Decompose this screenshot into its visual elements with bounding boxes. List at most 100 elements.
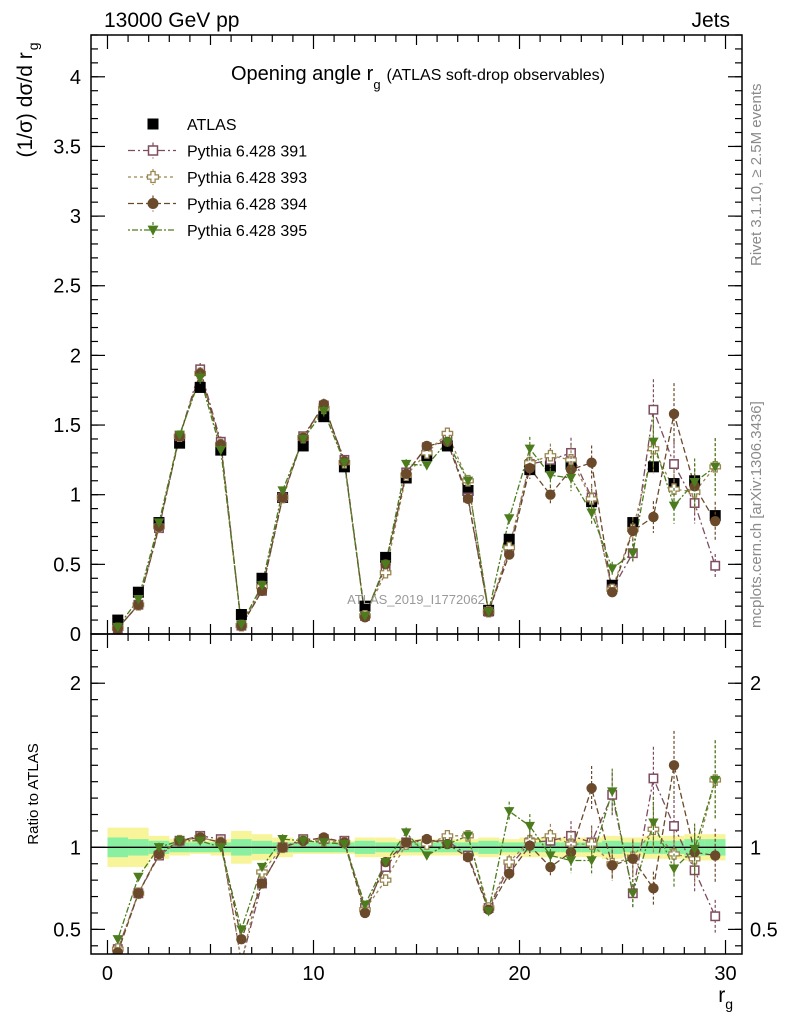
y-tick-label-main: 2.5 — [53, 276, 81, 298]
y-tick-label-ratio: 0.5 — [53, 919, 81, 941]
ratio-point-pythia-6-428-395 — [112, 935, 123, 945]
ratio-point-pythia-6-428-395 — [297, 836, 309, 846]
ratio-point-pythia-6-428-395 — [668, 864, 680, 874]
chart-title-suffix: (ATLAS soft-drop observables) — [387, 67, 605, 84]
main-point-pythia-6-428-395 — [565, 473, 577, 484]
ratio-point-pythia-6-428-395 — [256, 862, 268, 873]
ratio-point-pythia-6-428-395 — [648, 818, 659, 828]
ratio-point-pythia-6-428-393 — [544, 829, 557, 842]
main-point-atlas — [235, 608, 247, 620]
ratio-point-pythia-6-428-391 — [237, 958, 245, 966]
main-point-pythia-6-428-395 — [256, 581, 268, 591]
y-tick-label-ratio: 2 — [70, 673, 81, 695]
ratio-point-pythia-6-428-395 — [462, 831, 474, 842]
ratio-line-pythia-6-428-394 — [117, 765, 716, 953]
ratio-point-pythia-6-428-395 — [133, 872, 144, 883]
legend-marker — [147, 225, 159, 236]
ratio-point-pythia-6-428-391 — [710, 911, 721, 922]
main-point-pythia-6-428-395 — [504, 514, 515, 524]
ratio-point-pythia-6-428-395 — [421, 851, 433, 861]
main-point-pythia-6-428-394 — [133, 599, 144, 610]
ratio-point-pythia-6-428-394 — [256, 878, 268, 889]
x-tick-label: 10 — [302, 963, 324, 985]
ratio-point-pythia-6-428-391 — [669, 821, 679, 831]
main-point-pythia-6-428-395 — [339, 458, 350, 468]
ratio-point-pythia-6-428-395 — [194, 836, 206, 846]
main-point-atlas — [318, 411, 330, 423]
x-tick-label: 20 — [508, 963, 530, 985]
y-tick-label-main: 2 — [70, 345, 81, 367]
y-tick-label-main: 1.5 — [53, 415, 81, 437]
y-tick-label-ratio-right: 0.5 — [750, 919, 778, 941]
ratio-point-pythia-6-428-391 — [648, 773, 659, 784]
ratio-point-pythia-6-428-395 — [607, 787, 618, 797]
ratio-point-pythia-6-428-394 — [359, 907, 371, 919]
ratio-series-lines — [117, 765, 716, 954]
main-point-pythia-6-428-395 — [112, 622, 123, 633]
ratio-point-pythia-6-428-395 — [586, 856, 597, 866]
main-point-atlas — [503, 533, 515, 545]
main-point-pythia-6-428-395 — [277, 486, 288, 496]
x-tick-label: 30 — [714, 963, 736, 985]
main-point-pythia-6-428-395 — [607, 564, 618, 574]
ratio-line-pythia-6-428-395 — [117, 779, 716, 940]
main-line-pythia-6-428-395 — [117, 375, 716, 628]
ratio-point-pythia-6-428-394 — [524, 840, 536, 851]
main-point-pythia-6-428-394 — [668, 408, 680, 420]
main-point-pythia-6-428-395 — [153, 518, 165, 528]
ratio-panel-frame — [90, 633, 743, 955]
ratio-point-pythia-6-428-394 — [504, 868, 515, 879]
legend-entry-label: Pythia 6.428 394 — [187, 197, 307, 214]
legend-marker — [147, 145, 159, 156]
main-point-pythia-6-428-395 — [380, 560, 391, 570]
x-axis-label: rg — [718, 984, 733, 1012]
main-point-atlas — [380, 551, 392, 563]
main-point-pythia-6-428-395 — [318, 406, 329, 417]
main-point-atlas — [174, 437, 186, 449]
y-tick-label-main: 3.5 — [53, 136, 81, 158]
y-axis-label-main: (1/σ) dσ/d r g — [14, 42, 41, 157]
ratio-point-pythia-6-428-394 — [400, 837, 412, 848]
main-point-pythia-6-428-395 — [462, 476, 474, 486]
main-point-pythia-6-428-393 — [420, 447, 433, 459]
ratio-point-pythia-6-428-395 — [318, 838, 329, 848]
main-point-pythia-6-428-395 — [442, 437, 453, 447]
main-point-pythia-6-428-395 — [689, 478, 700, 488]
ratio-point-pythia-6-428-395 — [442, 839, 453, 850]
ratio-point-pythia-6-428-395 — [545, 851, 556, 861]
ratio-point-pythia-6-428-394 — [133, 888, 144, 899]
main-point-pythia-6-428-391 — [648, 404, 659, 415]
analysis-watermark: ATLAS_2019_I1772062 — [347, 592, 485, 607]
main-point-atlas — [256, 572, 268, 584]
main-point-pythia-6-428-395 — [545, 471, 556, 481]
y-axis-label-main-subscript: g — [25, 42, 41, 50]
main-point-pythia-6-428-393 — [647, 442, 660, 455]
ratio-data-points — [111, 730, 722, 966]
main-point-pythia-6-428-394 — [586, 457, 597, 468]
ratio-line-pythia-6-428-393 — [117, 779, 716, 954]
ratio-point-pythia-6-428-395 — [689, 844, 700, 855]
axis-tick-labels: 00.511.522.533.540.5 0.51 12 20 10 20 30 — [53, 67, 778, 985]
ratio-point-pythia-6-428-394 — [586, 783, 597, 794]
main-point-atlas — [297, 440, 309, 452]
main-point-pythia-6-428-391 — [669, 459, 679, 470]
main-point-pythia-6-428-391 — [710, 560, 721, 571]
header-left: 13000 GeV pp — [104, 9, 239, 32]
main-data-points — [111, 362, 722, 634]
ratio-point-pythia-6-428-394 — [627, 853, 639, 865]
ratio-point-pythia-6-428-393 — [585, 838, 598, 850]
ratio-point-pythia-6-428-395 — [359, 900, 371, 910]
main-line-pythia-6-428-394 — [117, 371, 716, 629]
ratio-point-pythia-6-428-395 — [277, 834, 288, 845]
ratio-point-pythia-6-428-395 — [627, 889, 639, 899]
chart-title-subscript: g — [373, 77, 380, 92]
y-tick-label-main: 1 — [70, 485, 81, 507]
chart-title-main: Opening angle r — [231, 63, 374, 85]
ratio-point-pythia-6-428-393 — [503, 856, 516, 868]
ratio-point-pythia-6-428-395 — [174, 836, 185, 846]
main-point-atlas — [194, 381, 206, 393]
ratio-point-pythia-6-428-395 — [380, 857, 391, 868]
ratio-point-pythia-6-428-394 — [565, 847, 577, 858]
ratio-point-pythia-6-428-395 — [339, 839, 350, 850]
ratio-point-pythia-6-428-394 — [668, 760, 680, 771]
